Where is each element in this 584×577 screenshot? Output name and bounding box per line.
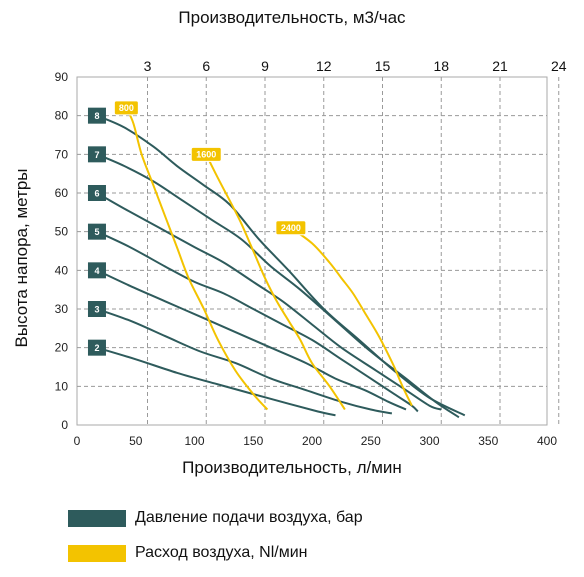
- pump-performance-chart: 0 10 20 30 40 50 60 70 80 90 0 50 100 150 200 250 300 350…: [55, 58, 567, 448]
- x-axis-title: Производительность, л/мин: [182, 458, 402, 477]
- air-tag-800: 800: [119, 103, 134, 113]
- pressure-curve-4: [96, 269, 407, 411]
- legend-swatch-pressure: [68, 509, 126, 527]
- y-tick-label: 50: [55, 225, 69, 239]
- x-tick-label: 300: [419, 434, 439, 448]
- y-tick-label: 30: [55, 302, 69, 316]
- pressure-tag-6: 6: [94, 189, 99, 199]
- pressure-tag-4: 4: [94, 266, 99, 276]
- pressure-curve-3: [96, 308, 393, 415]
- pressure-tag-5: 5: [94, 227, 99, 237]
- x-tick-label: 0: [74, 434, 81, 448]
- pressure-curve-2: [96, 346, 336, 417]
- air-curve-1600: [205, 153, 346, 411]
- top-tick-label: 24: [551, 58, 567, 74]
- y-tick-label: 80: [55, 109, 69, 123]
- x-tick-label: 150: [243, 434, 263, 448]
- y-tick-label: 60: [55, 186, 69, 200]
- pressure-tag-box-8: [87, 107, 106, 124]
- legend-item-air-flow: Расход воздуха, Nl/мин: [68, 542, 363, 564]
- air-tag-box-2400: [275, 220, 307, 236]
- pressure-tag-box-2: [87, 339, 106, 356]
- pressure-tag-box-7: [87, 146, 106, 163]
- pressure-curve-6: [96, 192, 442, 411]
- pressure-tag-box-3: [87, 301, 106, 317]
- pressure-tag-box-6: [87, 185, 106, 201]
- air-tag-1600: 1600: [196, 149, 216, 159]
- legend: Давление подачи воздуха, бар Расход возд…: [68, 507, 363, 577]
- pressure-tag-8: 8: [94, 111, 99, 121]
- pressure-tag-box-4: [87, 262, 106, 279]
- top-axis-title: Производительность, м3/час: [178, 8, 406, 27]
- plot-area: [76, 76, 548, 426]
- air-curve-2400: [290, 226, 413, 407]
- legend-item-pressure: Давление подачи воздуха, бар: [68, 507, 363, 529]
- pressure-tag-box-5: [87, 223, 106, 240]
- pressure-tag-3: 3: [94, 305, 99, 315]
- x-tick-label: 350: [478, 434, 498, 448]
- legend-label-pressure: Давление подачи воздуха, бар: [135, 509, 363, 526]
- y-tick-label: 40: [55, 263, 69, 277]
- pressure-tag-7: 7: [94, 150, 99, 160]
- y-tick-label: 20: [55, 341, 69, 355]
- pressure-curve-8: [96, 114, 466, 417]
- top-tick-label: 6: [202, 58, 210, 74]
- pressure-curve-5: [96, 230, 419, 413]
- top-tick-label: 9: [261, 58, 269, 74]
- y-tick-label: 70: [55, 147, 69, 161]
- y-tick-label: 10: [55, 379, 69, 393]
- x-tick-label: 400: [537, 434, 557, 448]
- x-tick-label: 100: [184, 434, 204, 448]
- legend-label-air-flow: Расход воздуха, Nl/мин: [135, 544, 308, 561]
- pressure-curve-7: [96, 153, 460, 419]
- y-tick-label: 90: [55, 70, 69, 84]
- top-tick-label: 12: [316, 58, 332, 74]
- y-tick-label: 0: [61, 418, 68, 432]
- top-tick-label: 18: [433, 58, 449, 74]
- air-tag-2400: 2400: [281, 223, 301, 233]
- pressure-tag-2: 2: [94, 343, 99, 353]
- legend-swatch-air-flow: [68, 544, 126, 562]
- top-tick-label: 15: [375, 58, 391, 74]
- top-tick-label: 3: [144, 58, 152, 74]
- air-tag-box-800: [113, 100, 139, 116]
- x-tick-label: 50: [129, 434, 143, 448]
- x-tick-label: 250: [361, 434, 381, 448]
- top-tick-label: 21: [492, 58, 508, 74]
- air-curve-800: [125, 107, 269, 411]
- air-tag-box-1600: [190, 146, 222, 162]
- y-axis-title: Высота напора, метры: [12, 168, 31, 348]
- x-tick-label: 200: [302, 434, 322, 448]
